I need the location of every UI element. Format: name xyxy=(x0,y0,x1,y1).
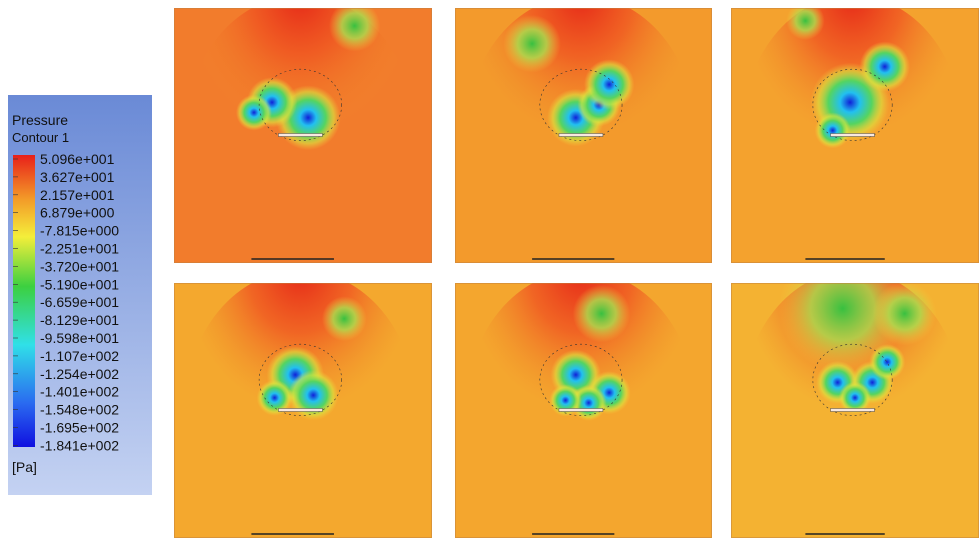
plate xyxy=(831,409,875,412)
legend-label: -9.598e+001 xyxy=(40,330,119,346)
color-bar xyxy=(13,155,35,447)
plate xyxy=(559,134,603,137)
weak-vortex xyxy=(873,282,937,346)
legend-label: -1.548e+002 xyxy=(40,402,119,418)
legend-label: -5.190e+001 xyxy=(40,276,119,292)
vortex xyxy=(288,370,338,420)
legend: Pressure Contour 1 5.096e+001 3.627e+001 2… xyxy=(8,95,152,495)
panels xyxy=(174,0,979,542)
legend-label: -6.659e+001 xyxy=(40,294,119,310)
legend-label: -8.129e+001 xyxy=(40,312,119,328)
legend-label: -1.107e+002 xyxy=(40,348,119,364)
legend-subtitle: Contour 1 xyxy=(12,130,69,145)
plate xyxy=(559,409,603,412)
legend-label: -1.841e+002 xyxy=(40,437,119,453)
legend-label: 6.879e+000 xyxy=(40,205,115,221)
vortex xyxy=(860,41,910,91)
vortex xyxy=(815,112,851,148)
legend-label: -2.251e+001 xyxy=(40,241,119,257)
contour-panel xyxy=(731,0,979,276)
legend-label: -3.720e+001 xyxy=(40,258,119,274)
figure: Pressure Contour 1 5.096e+001 3.627e+001 2… xyxy=(0,0,979,542)
contour-panel xyxy=(731,245,979,542)
weak-vortex xyxy=(329,0,380,51)
legend-label: -1.401e+002 xyxy=(40,384,119,400)
contour-panel xyxy=(455,0,712,276)
legend-label: -7.815e+000 xyxy=(40,223,119,239)
weak-vortex xyxy=(573,285,631,343)
legend-label: 5.096e+001 xyxy=(40,151,115,167)
weak-vortex xyxy=(786,2,824,40)
contour-panel xyxy=(174,270,432,542)
weak-vortex xyxy=(322,296,367,341)
plate xyxy=(278,409,322,412)
legend-label: -1.695e+002 xyxy=(40,420,119,436)
contour-panel xyxy=(174,0,432,276)
legend-label: 3.627e+001 xyxy=(40,169,115,185)
plate xyxy=(831,134,875,137)
vortex xyxy=(236,95,272,131)
legend-label: 2.157e+001 xyxy=(40,187,115,203)
vortex xyxy=(584,59,634,109)
legend-title: Pressure xyxy=(12,112,68,128)
vortex xyxy=(869,344,905,380)
contour-panel xyxy=(455,270,712,542)
legend-label: -1.254e+002 xyxy=(40,366,119,382)
legend-unit: [Pa] xyxy=(12,459,37,475)
plate xyxy=(278,134,322,137)
weak-vortex xyxy=(503,15,561,73)
